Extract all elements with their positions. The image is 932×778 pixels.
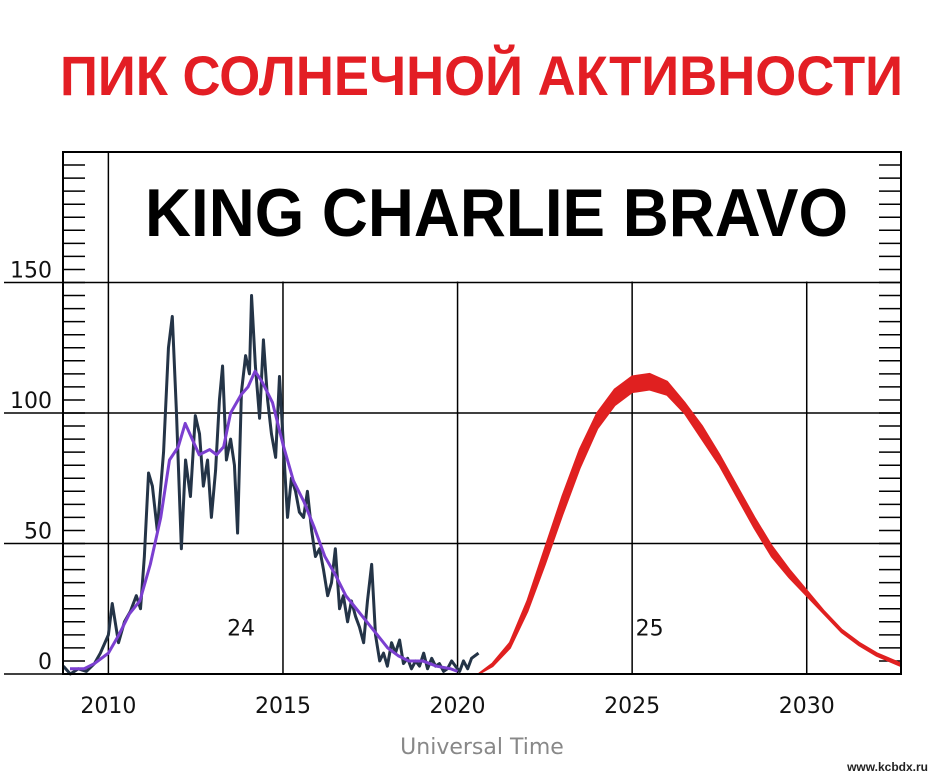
x-tick-label: 2020 [430, 694, 486, 719]
annotation: 24 [227, 617, 255, 642]
prediction-band [477, 372, 902, 675]
x-tick-label: 2030 [779, 694, 835, 719]
x-tick-label: 2010 [80, 694, 136, 719]
chart-title: ПИК СОЛНЕЧНОЙ АКТИВНОСТИ [60, 44, 903, 107]
y-tick-label: 150 [10, 259, 52, 284]
x-axis-label: Universal Time [400, 735, 564, 760]
plot-area: 0 50 100 150 2010 2015 2020 2025 2030 KING CHARLI… [4, 151, 902, 719]
plot-frame [62, 151, 902, 675]
x-tick-label: 2025 [604, 694, 660, 719]
y-tick-label: 100 [10, 389, 52, 414]
watermark: www.kcbdx.ru [846, 760, 928, 774]
subtitle-box [109, 153, 878, 282]
annotation: 25 [636, 617, 664, 642]
subtitle: KING CHARLIE BRAVO [145, 175, 848, 251]
x-tick-label: 2015 [255, 694, 311, 719]
y-tick-label: 0 [38, 650, 52, 675]
line-series [62, 294, 480, 676]
y-tick-label: 50 [24, 520, 52, 545]
line-series [69, 369, 459, 673]
